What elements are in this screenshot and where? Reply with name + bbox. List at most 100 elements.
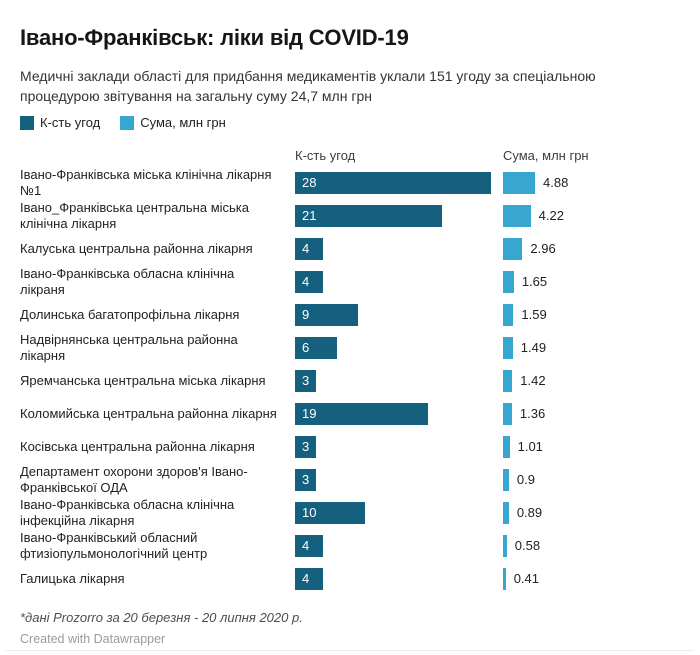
sum-bar-cell: 0.9 [503, 468, 680, 491]
chart-row: Івано-Франківська міська клінічна лікарн… [20, 166, 680, 199]
legend-label-sum: Сума, млн грн [140, 115, 226, 130]
sum-value-label: 1.59 [521, 307, 547, 322]
qty-bar: 3 [295, 369, 316, 392]
qty-bar: 3 [295, 435, 316, 458]
hospital-label: Яремчанська центральна міська лікарня [20, 372, 266, 388]
hospital-label: Івано-Франківська міська клінічна лікарн… [20, 166, 272, 198]
qty-bar-cell: 4 [295, 567, 503, 590]
sum-bar-cell: 1.49 [503, 336, 680, 359]
qty-bar-cell: 3 [295, 369, 503, 392]
qty-bar-cell: 9 [295, 303, 503, 326]
hospital-label: Косівська центральна районна лікарня [20, 438, 255, 454]
sum-value-label: 2.96 [530, 241, 556, 256]
sum-bar [503, 468, 509, 491]
sum-bar-cell: 4.22 [503, 204, 680, 227]
chart-subtitle: Медичні заклади області для придбання ме… [20, 68, 596, 104]
qty-bar: 6 [295, 336, 337, 359]
chart-row: Калуська центральна районна лікарня 4 2.… [20, 232, 680, 265]
qty-bar-cell: 4 [295, 534, 503, 557]
qty-bar: 9 [295, 303, 358, 326]
sum-bar [503, 402, 512, 425]
chart-row: Надвірнянська центральна районна лікарня… [20, 331, 680, 364]
legend-swatch-sum [120, 115, 135, 130]
sum-bar [503, 270, 514, 293]
sum-value-label: 4.88 [543, 175, 569, 190]
hospital-label: Долинська багатопрофільна лікарня [20, 306, 240, 322]
hospital-label: Івано-Франківський обласний фтизіопульмо… [20, 529, 208, 561]
sum-value-label: 1.36 [519, 406, 546, 421]
sum-value-label: 0.89 [516, 505, 543, 520]
qty-bar-cell: 4 [295, 237, 503, 260]
chart-title: Івано-Франківськ: ліки від COVID-19 [20, 25, 409, 50]
sum-bar-cell: 1.01 [503, 435, 680, 458]
column-headers: К-сть угод Сума, млн грн [20, 148, 680, 163]
qty-bar-cell: 3 [295, 468, 503, 491]
chart-row: Департамент охорони здоров'я Івано-Франк… [20, 463, 680, 496]
source-note: *дані Prozorro за 20 березня - 20 липня … [20, 610, 303, 625]
sum-bar-cell: 1.59 [503, 303, 680, 326]
chart-footer: *дані Prozorro за 20 березня - 20 липня … [20, 610, 680, 646]
sum-value-label: 0.9 [516, 472, 535, 487]
sum-bar [503, 303, 514, 326]
sum-bar [503, 369, 513, 392]
sum-bar-cell: 0.58 [503, 534, 680, 557]
sum-value-label: 1.01 [517, 439, 543, 454]
chart-row: Івано-Франківський обласний фтизіопульмо… [20, 529, 680, 562]
qty-bar: 28 [295, 171, 491, 194]
sum-bar [503, 336, 513, 359]
sum-value-label: 4.22 [538, 208, 564, 223]
chart-row: Галицька лікарня 4 0.41 [20, 562, 680, 595]
card-bottom-edge [6, 650, 694, 651]
hospital-label: Галицька лікарня [20, 570, 125, 586]
sum-bar-cell: 1.36 [503, 402, 680, 425]
hospital-label: Івано-Франківська обласна клінічна лікра… [20, 265, 235, 297]
hospital-label: Коломийська центральна районна лікарня [20, 405, 277, 421]
sum-bar-cell: 1.42 [503, 369, 680, 392]
qty-bar: 4 [295, 567, 323, 590]
qty-bar: 4 [295, 534, 323, 557]
legend-item-sum: Сума, млн грн [120, 115, 226, 130]
sum-bar [503, 534, 507, 557]
sum-value-label: 0.58 [514, 538, 541, 553]
qty-bar: 4 [295, 237, 323, 260]
qty-bar: 4 [295, 270, 323, 293]
legend: К-сть угод Сума, млн грн [20, 115, 680, 130]
legend-swatch-qty [20, 115, 34, 130]
chart-row: Долинська багатопрофільна лікарня 9 1.59 [20, 298, 680, 331]
column-header-spacer [20, 148, 295, 163]
chart-rows: Івано-Франківська міська клінічна лікарн… [20, 166, 680, 595]
qty-bar: 19 [295, 402, 428, 425]
chart-row: Косівська центральна районна лікарня 3 1… [20, 430, 680, 463]
hospital-label: Надвірнянська центральна районна лікарня [20, 331, 238, 363]
sum-value-label: 1.49 [520, 340, 547, 355]
hospital-label: Калуська центральна районна лікарня [20, 240, 253, 256]
sum-bar [503, 501, 509, 524]
sum-bar [503, 171, 535, 194]
qty-bar-cell: 10 [295, 501, 503, 524]
column-header-sum: Сума, млн грн [503, 148, 589, 163]
qty-bar: 21 [295, 204, 442, 227]
column-header-qty: К-сть угод [295, 148, 356, 163]
sum-bar-cell: 2.96 [503, 237, 680, 260]
sum-value-label: 1.65 [521, 274, 548, 289]
chart-row: Коломийська центральна районна лікарня 1… [20, 397, 680, 430]
hospital-label: Івано-Франківська обласна клінічна інфек… [20, 496, 235, 528]
sum-bar [503, 435, 510, 458]
qty-bar-cell: 28 [295, 171, 503, 194]
sum-bar [503, 237, 523, 260]
qty-bar-cell: 19 [295, 402, 503, 425]
qty-bar-cell: 21 [295, 204, 503, 227]
chart-row: Яремчанська центральна міська лікарня 3 … [20, 364, 680, 397]
qty-bar-cell: 4 [295, 270, 503, 293]
datawrapper-credit: Created with Datawrapper [20, 632, 166, 646]
hospital-label: Івано_Франківська центральна міська клін… [20, 199, 249, 231]
qty-bar-cell: 6 [295, 336, 503, 359]
sum-bar-cell: 1.65 [503, 270, 680, 293]
sum-value-label: 0.41 [513, 571, 539, 586]
sum-bar-cell: 0.89 [503, 501, 680, 524]
qty-bar-cell: 3 [295, 435, 503, 458]
chart-row: Івано_Франківська центральна міська клін… [20, 199, 680, 232]
sum-bar [503, 204, 531, 227]
chart-row: Івано-Франківська обласна клінічна інфек… [20, 496, 680, 529]
